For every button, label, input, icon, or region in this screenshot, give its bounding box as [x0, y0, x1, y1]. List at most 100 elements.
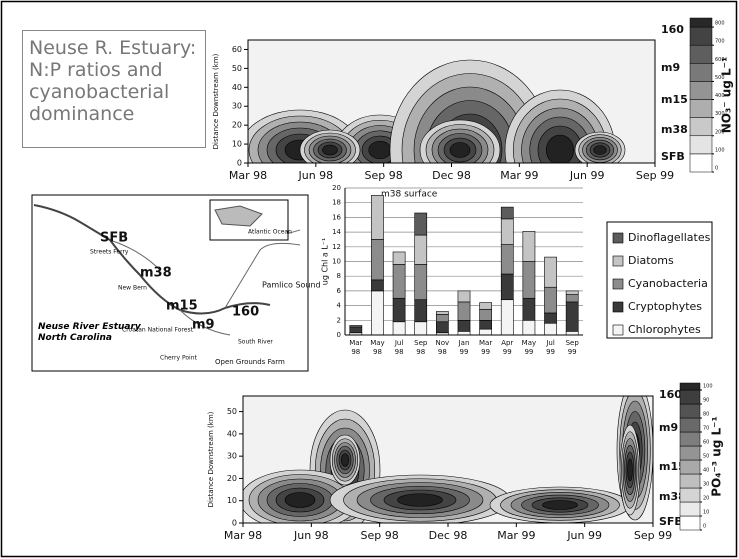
bar-segment	[457, 290, 471, 303]
place-label: Atlantic Ocean	[248, 229, 292, 236]
colorbar-cell	[689, 44, 713, 64]
legend-swatch	[612, 232, 624, 244]
place-label: New Bern	[118, 285, 147, 292]
contour-band	[340, 453, 350, 467]
y-tick-label: 0	[337, 331, 341, 339]
y-tick-label: 10	[232, 140, 242, 149]
place-label: Croatan National Forest	[122, 327, 194, 334]
legend-label: Chlorophytes	[628, 323, 701, 336]
x-tick-label: Sep 98	[365, 169, 403, 182]
colorbar-cell	[689, 17, 713, 28]
x-tick-label: Jun 98	[293, 529, 329, 542]
colorbar-cell	[689, 63, 713, 82]
contour-band	[593, 145, 607, 155]
x-tick-label: May 98	[370, 339, 384, 356]
colorbar-cell	[679, 389, 701, 405]
colorbar-tick-label: 20	[703, 496, 709, 502]
station-label: 160	[659, 388, 682, 401]
colorbar-tick-label: 100	[715, 147, 725, 153]
station-label: SFB	[659, 515, 683, 528]
x-tick-label: Sep 99	[566, 339, 580, 356]
bar-segment	[414, 321, 428, 336]
colorbar-cell	[689, 153, 713, 173]
colorbar-cell	[679, 515, 701, 531]
x-tick-label: Sep 98	[414, 339, 428, 356]
x-tick-label: Mar 98	[349, 339, 362, 356]
y-tick-label: 10	[227, 496, 237, 505]
bar-segment	[371, 239, 384, 281]
colorbar-cell	[689, 81, 713, 100]
colorbar-tick-label: 60	[703, 440, 709, 446]
y-tick-label: 6	[337, 287, 342, 295]
y-tick-label: 8	[337, 272, 341, 280]
station-label: m15	[659, 460, 686, 473]
bar-segment	[479, 302, 492, 310]
place-label: South River	[238, 339, 273, 346]
station-label: m9	[192, 318, 215, 333]
bar-segment	[522, 297, 536, 321]
colorbar-cell	[689, 26, 713, 46]
contour-band	[397, 493, 443, 507]
bar-segment	[392, 297, 406, 323]
contour-band	[542, 500, 578, 510]
station-label: m9	[661, 61, 680, 74]
colorbar-tick-label: 700	[715, 39, 725, 45]
station-label: m38	[661, 123, 688, 136]
shoreline	[109, 239, 301, 336]
colorbar-tick-label: 0	[715, 166, 718, 172]
x-tick-label: Jul 98	[394, 339, 404, 356]
y-tick-label: 0	[237, 159, 242, 168]
station-label: SFB	[100, 231, 128, 246]
y-tick-label: 10	[332, 258, 341, 266]
bar-segment	[392, 321, 406, 336]
legend-label: Diatoms	[628, 254, 674, 267]
y-tick-label: 40	[232, 83, 242, 92]
y-axis-label: Distance Downstream (km)	[212, 53, 220, 149]
colorbar-tick-label: 400	[715, 93, 725, 99]
y-tick-label: 30	[227, 452, 237, 461]
y-tick-label: 0	[232, 519, 237, 528]
bar-segment	[479, 319, 492, 330]
legend-box	[606, 221, 713, 339]
y-tick-label: 18	[332, 199, 341, 207]
bar-segment	[479, 308, 492, 321]
y-tick-label: 30	[232, 102, 242, 111]
bar-segment	[371, 279, 384, 292]
contour-band	[627, 458, 633, 482]
place-label: Cherry Point	[160, 355, 198, 362]
colorbar-tick-label: 50	[703, 454, 709, 460]
station-label: m38	[659, 490, 686, 503]
bar-segment	[349, 325, 363, 328]
bar-segment	[392, 264, 406, 299]
slide-title: Neuse R. Estuary: N:P ratios and cyanoba…	[22, 30, 206, 148]
colorbar-cell	[679, 459, 701, 475]
subtitle: m38 surface	[381, 190, 438, 200]
legend-label: Cyanobacteria	[628, 277, 708, 290]
x-tick-label: Mar 98	[229, 169, 267, 182]
x-tick-label: Mar 99	[500, 169, 538, 182]
x-tick-label: Jun 99	[566, 529, 602, 542]
contour-band	[449, 142, 471, 158]
bar-segment	[565, 331, 579, 336]
bar-segment	[414, 299, 428, 323]
bar-segment	[436, 321, 449, 334]
colorbar-cell	[689, 117, 713, 137]
bar-segment	[500, 206, 514, 220]
y-axis-label: ug Chl a L⁻¹	[321, 238, 330, 285]
bar-segment	[436, 311, 449, 315]
bar-segment	[392, 251, 406, 265]
colorbar-tick-label: 0	[703, 524, 706, 530]
x-tick-label: Jul 99	[545, 339, 555, 356]
bar-segment	[544, 312, 557, 324]
colorbar-tick-label: 100	[703, 384, 713, 390]
bar-segment	[500, 299, 514, 336]
bar-segment	[414, 264, 428, 301]
x-tick-label: Sep 99	[636, 169, 674, 182]
colorbar-tick-label: 500	[715, 75, 725, 81]
map-caption-box: Neuse River Estuary North Carolina	[38, 322, 141, 343]
bar-segment	[565, 294, 579, 303]
place-label: Open Grounds Farm	[215, 358, 285, 366]
y-tick-label: 40	[227, 429, 237, 438]
map: SFB m38 m15 m9 160 Neuse River Estuary N…	[31, 194, 321, 372]
